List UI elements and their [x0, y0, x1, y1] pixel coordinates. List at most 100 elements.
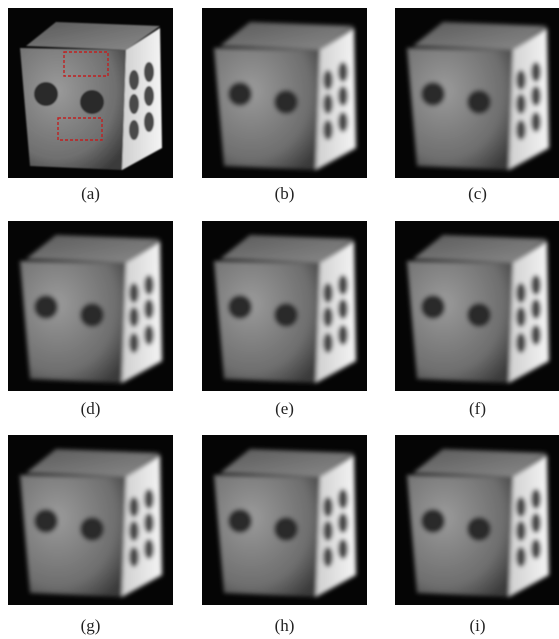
pip — [144, 513, 154, 533]
pip — [516, 120, 526, 140]
pip — [144, 275, 154, 295]
pip — [144, 112, 154, 132]
pip — [323, 497, 333, 517]
die-left — [214, 48, 320, 170]
pip — [323, 307, 333, 327]
die-right — [122, 28, 162, 170]
pip — [129, 497, 139, 517]
panel — [395, 435, 559, 605]
pip — [531, 489, 541, 509]
figure: (a)(b)(c)(d)(e)(f)(g)(h)(i) — [0, 0, 559, 639]
die-right — [509, 455, 549, 597]
pip — [338, 489, 348, 509]
pip — [516, 497, 526, 517]
caption: (g) — [81, 616, 101, 635]
caption: (h) — [275, 616, 295, 635]
pip — [144, 86, 154, 106]
pip — [323, 547, 333, 567]
pip — [80, 303, 104, 327]
die — [407, 22, 549, 170]
pip — [516, 283, 526, 303]
pip — [338, 62, 348, 82]
pip — [274, 90, 298, 114]
pip — [467, 517, 491, 541]
pip — [129, 521, 139, 541]
die-left — [20, 261, 126, 383]
die-right — [316, 455, 356, 597]
die — [20, 22, 162, 170]
pip — [467, 90, 491, 114]
pip — [467, 303, 491, 327]
pip — [323, 120, 333, 140]
die-left — [20, 475, 126, 597]
pip — [516, 94, 526, 114]
caption: (a) — [81, 184, 100, 203]
panel — [202, 8, 367, 178]
panel — [395, 8, 559, 178]
pip — [129, 333, 139, 353]
pip — [516, 333, 526, 353]
pip — [228, 295, 252, 319]
caption: (b) — [275, 184, 295, 203]
pip — [34, 295, 58, 319]
pip — [129, 120, 139, 140]
pip — [129, 94, 139, 114]
die — [407, 235, 549, 383]
caption: (c) — [468, 184, 487, 203]
pip — [228, 82, 252, 106]
panel — [202, 435, 367, 605]
pip — [421, 295, 445, 319]
pip — [274, 517, 298, 541]
pip — [531, 325, 541, 345]
pip — [323, 283, 333, 303]
pip — [34, 509, 58, 533]
pip — [516, 307, 526, 327]
die-left — [407, 475, 513, 597]
pip — [338, 112, 348, 132]
pip — [531, 112, 541, 132]
pip — [531, 86, 541, 106]
pip — [144, 539, 154, 559]
panel — [8, 8, 173, 178]
die — [20, 449, 162, 597]
pip — [338, 513, 348, 533]
panel — [8, 435, 173, 605]
die-left — [407, 261, 513, 383]
pip — [323, 70, 333, 90]
pip — [516, 521, 526, 541]
pip — [274, 303, 298, 327]
pip — [323, 521, 333, 541]
pip — [144, 62, 154, 82]
pip — [144, 299, 154, 319]
pip — [80, 517, 104, 541]
pip — [338, 325, 348, 345]
die — [214, 449, 356, 597]
pip — [34, 82, 58, 106]
die-right — [509, 241, 549, 383]
pip — [338, 275, 348, 295]
pip — [338, 299, 348, 319]
die-left — [20, 48, 126, 170]
pip — [338, 539, 348, 559]
panel — [8, 221, 173, 391]
pip — [531, 62, 541, 82]
caption: (i) — [469, 616, 485, 635]
pip — [421, 509, 445, 533]
pip — [323, 333, 333, 353]
die-right — [316, 28, 356, 170]
pip — [531, 539, 541, 559]
pip — [144, 489, 154, 509]
die — [214, 235, 356, 383]
pip — [531, 275, 541, 295]
die-right — [316, 241, 356, 383]
pip — [129, 283, 139, 303]
panel — [395, 221, 559, 391]
pip — [144, 325, 154, 345]
pip — [80, 90, 104, 114]
die-left — [407, 48, 513, 170]
pip — [516, 70, 526, 90]
die-left — [214, 261, 320, 383]
caption: (f) — [469, 399, 486, 418]
pip — [129, 547, 139, 567]
die — [407, 449, 549, 597]
